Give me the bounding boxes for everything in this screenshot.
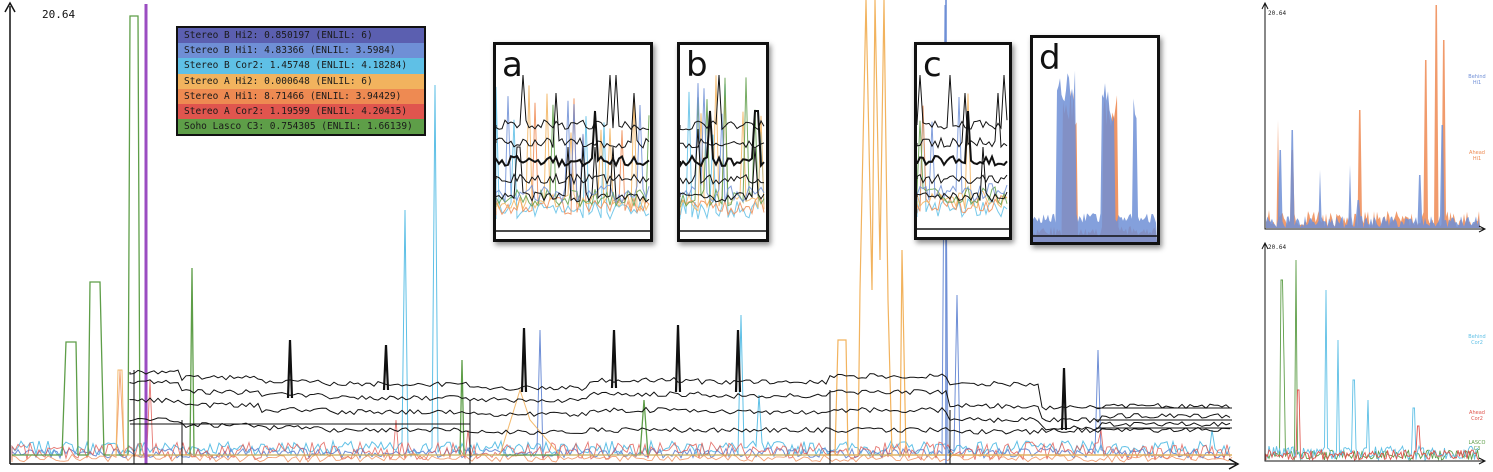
enlil-line: [129, 369, 1231, 411]
inset-b-plot: [680, 74, 766, 232]
main-chart: [4, 0, 1240, 470]
inset-b-label: b: [686, 45, 708, 85]
inset-enlil-series: [496, 110, 650, 169]
series-a-hi2-b: [110, 369, 1232, 456]
side-axes: [1264, 4, 1484, 230]
side-panel-hi1-plot: [1261, 1, 1487, 233]
inset-enlil-series: [496, 172, 650, 186]
inset-colored-series: [917, 96, 1008, 202]
enlil-spikes: [286, 324, 1068, 431]
main-series-group: [11, 0, 1233, 464]
side-series-label: Ahead Hi1: [1469, 150, 1485, 162]
side-panel-hi1: 20.64 Behind Hi1 Ahead Hi1: [1258, 0, 1490, 236]
inset-a-label: a: [502, 45, 523, 85]
inset-a-plot: [496, 74, 650, 232]
side-series-label: Ahead Cor2: [1469, 410, 1485, 422]
inset-a: a: [493, 42, 653, 242]
inset-enlil-series: [680, 128, 765, 185]
inset-c-plot: [917, 74, 1009, 230]
legend-entry: Stereo A Cor2: 1.19599 (ENLIL: 4.20415): [178, 103, 424, 120]
inset-c: c: [914, 42, 1012, 240]
series-a-hi1: [11, 369, 1233, 463]
side-y-arrow: [1261, 241, 1269, 250]
inset-d-plot: [1033, 70, 1157, 242]
inset-d: d: [1030, 35, 1160, 245]
inset-lines: [680, 74, 766, 232]
inset-lines: [496, 74, 650, 232]
side-series-line: [1265, 289, 1480, 462]
inset-enlil-series: [680, 74, 765, 131]
side-series-line: [1265, 389, 1480, 461]
side-x-arrow: [1478, 457, 1487, 465]
inset-d-label: d: [1039, 38, 1061, 78]
y-max-label: 20.64: [42, 8, 76, 21]
inset-enlil-series: [496, 92, 650, 149]
enlil-line: [129, 379, 1231, 424]
enlil-verticals: [133, 370, 951, 464]
side-series-fill: [1266, 5, 1480, 228]
legend-entry: Stereo A Hi1: 8.71466 (ENLIL: 3.94429): [178, 88, 424, 104]
side-series-line: [1265, 259, 1480, 461]
legend-entry: Stereo B Hi1: 4.83366 (ENLIL: 3.5984): [178, 43, 424, 59]
side-y-arrow: [1261, 1, 1269, 10]
side-axes: [1264, 244, 1484, 462]
inset-lines: [917, 74, 1009, 230]
side-panel-cor2-plot: [1261, 241, 1487, 465]
inset-enlil-series: [917, 146, 1008, 203]
inset-colored-series: [917, 93, 1008, 209]
inset-enlil-series: [680, 146, 765, 203]
legend-entry: Stereo A Hi2: 0.000648 (ENLIL: 6): [178, 73, 424, 89]
side-series-fill: [1266, 125, 1480, 228]
enlil-line: [129, 397, 1231, 431]
legend: Stereo B Hi2: 0.850197 (ENLIL: 6) Stereo …: [176, 26, 426, 137]
x-axis-arrow: [1228, 458, 1240, 470]
enlil-line: [129, 417, 1231, 435]
inset-enlil-series: [680, 138, 765, 149]
inset-enlil-series: [917, 173, 1008, 185]
side-panel-cor2-ymax: 20.64: [1268, 244, 1287, 251]
legend-entry: Stereo B Cor2: 1.45748 (ENLIL: 4.18284): [178, 58, 424, 74]
inset-colored-series: [917, 105, 1008, 214]
series-a-hi2: [820, 0, 1232, 456]
inset-enlil-series: [680, 110, 765, 168]
side-series-label: Behind Hi1: [1468, 74, 1486, 86]
inset-c-label: c: [923, 45, 942, 85]
inset-enlil-series: [917, 74, 1008, 130]
legend-entry: Stereo B Hi2: 0.850197 (ENLIL: 6): [178, 28, 424, 44]
inset-enlil-series: [917, 92, 1008, 149]
y-axis-arrow: [4, 1, 16, 13]
legend-entry: Soho Lasco C3: 0.754305 (ENLIL: 1.66139): [178, 119, 424, 135]
inset-enlil-series: [917, 110, 1008, 167]
inset-d-behind: [1033, 70, 1157, 242]
inset-colored-series: [680, 77, 765, 208]
side-panel-hi1-ymax: 20.64: [1268, 10, 1287, 17]
side-series-label: Behind Cor2: [1468, 334, 1486, 346]
side-series-label: LASCO C3: [1468, 440, 1486, 452]
inset-colored-series: [680, 83, 765, 203]
side-x-arrow: [1478, 225, 1487, 233]
side-panel-cor2: 20.64 Behind Cor2 Ahead Cor2 LASCO C3: [1258, 240, 1490, 468]
inset-colored-series: [496, 96, 650, 205]
series-c3: [12, 15, 1232, 456]
inset-enlil-series: [496, 74, 650, 131]
enlil-flat-lines: [130, 407, 1232, 429]
inset-enlil-series: [496, 146, 650, 203]
inset-b: b: [677, 42, 769, 242]
